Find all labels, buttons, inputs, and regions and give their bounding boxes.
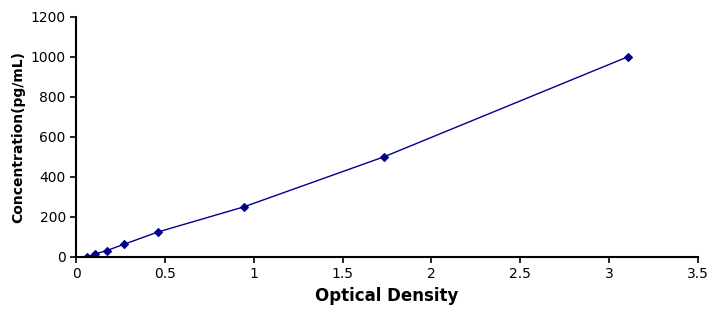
Y-axis label: Concentration(pg/mL): Concentration(pg/mL) <box>11 51 25 223</box>
X-axis label: Optical Density: Optical Density <box>315 287 459 305</box>
